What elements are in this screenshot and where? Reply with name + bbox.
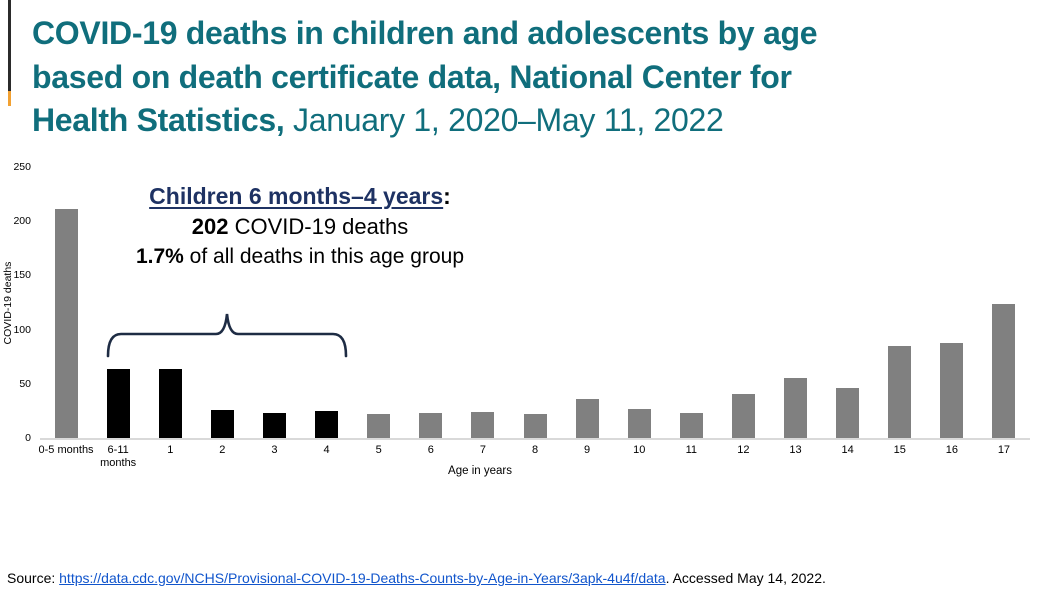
bar-17 <box>992 303 1016 438</box>
accent-strip-dark <box>8 0 11 91</box>
x-axis-title: Age in years <box>448 465 512 477</box>
x-tick-label: 8 <box>531 444 539 456</box>
x-tick-label: 17 <box>997 444 1011 456</box>
title-line-3: Health Statistics, January 1, 2020–May 1… <box>32 102 724 138</box>
bar-15 <box>888 345 912 438</box>
page-title: COVID-19 deaths in children and adolesce… <box>32 12 1017 143</box>
title-line-1: COVID-19 deaths in children and adolesce… <box>32 15 818 51</box>
x-tick-label: 9 <box>584 444 591 456</box>
x-tick-label: 12 <box>737 444 750 456</box>
y-tick-label: 100 <box>13 323 31 336</box>
bar-3 <box>262 413 286 438</box>
bar-2 <box>210 409 234 438</box>
bar-4 <box>315 410 339 438</box>
plot-area: 0-5 months 6-11 months 1 2 3 4 5 6 7 8 9 10 11 12 13 14… <box>39 167 1030 469</box>
bar-6 <box>419 413 443 438</box>
y-tick-label: 250 <box>13 161 31 173</box>
source-link[interactable]: https://data.cdc.gov/NCHS/Provisional-CO… <box>59 570 666 586</box>
x-tick-label: 15 <box>893 444 906 456</box>
bar-16 <box>940 342 964 438</box>
source-prefix: Source: <box>7 570 60 586</box>
bar-13 <box>784 378 808 438</box>
y-tick-label: 50 <box>19 377 31 390</box>
bar-1 <box>158 368 182 438</box>
x-tick-label: 14 <box>841 444 854 456</box>
bar-10 <box>627 408 651 438</box>
bar-14 <box>836 388 860 438</box>
x-tick-label: 16 <box>945 444 958 456</box>
x-tick-label: 7 <box>479 444 486 456</box>
bar-8 <box>523 414 547 438</box>
bar-0-5-months <box>54 209 78 438</box>
bar-6-11-months <box>106 368 130 438</box>
x-tick-label: 6-11 months <box>100 444 137 469</box>
x-tick-label: 11 <box>685 444 698 456</box>
y-tick-label: 150 <box>13 269 31 282</box>
bar-5 <box>367 414 391 438</box>
x-tick-label: 4 <box>323 444 330 456</box>
y-axis-ticks: 0 50 100 150 200 250 <box>0 161 31 444</box>
x-tick-label: 0-5 months <box>38 444 94 456</box>
x-tick-label: 10 <box>633 444 646 456</box>
y-tick-label: 0 <box>25 432 31 444</box>
y-tick-label: 200 <box>13 215 31 228</box>
annotation-heading: Children 6 months–4 years: <box>149 183 451 209</box>
accent-strip-orange <box>8 91 11 106</box>
x-tick-label: 13 <box>789 444 802 456</box>
bar-9 <box>575 398 599 438</box>
x-tick-label: 1 <box>167 444 174 456</box>
x-tick-label: 6 <box>427 444 434 456</box>
bar-11 <box>679 413 703 438</box>
annotation-percent: 1.7% of all deaths in this age group <box>135 245 465 268</box>
x-tick-label: 3 <box>271 444 278 456</box>
annotation-deaths: 202 COVID-19 deaths <box>191 214 409 239</box>
brace-annotation <box>106 313 348 358</box>
bar-12 <box>731 393 755 438</box>
bar-7 <box>471 411 495 438</box>
source-line: Source: https://data.cdc.gov/NCHS/Provis… <box>7 570 826 586</box>
source-suffix: . Accessed May 14, 2022. <box>665 570 826 586</box>
x-tick-label: 2 <box>219 444 226 456</box>
highlight-annotation: Children 6 months–4 years: 202 COVID-19 … <box>90 181 510 271</box>
x-tick-label: 5 <box>375 444 382 456</box>
title-line-2: based on death certificate data, Nationa… <box>32 58 792 95</box>
